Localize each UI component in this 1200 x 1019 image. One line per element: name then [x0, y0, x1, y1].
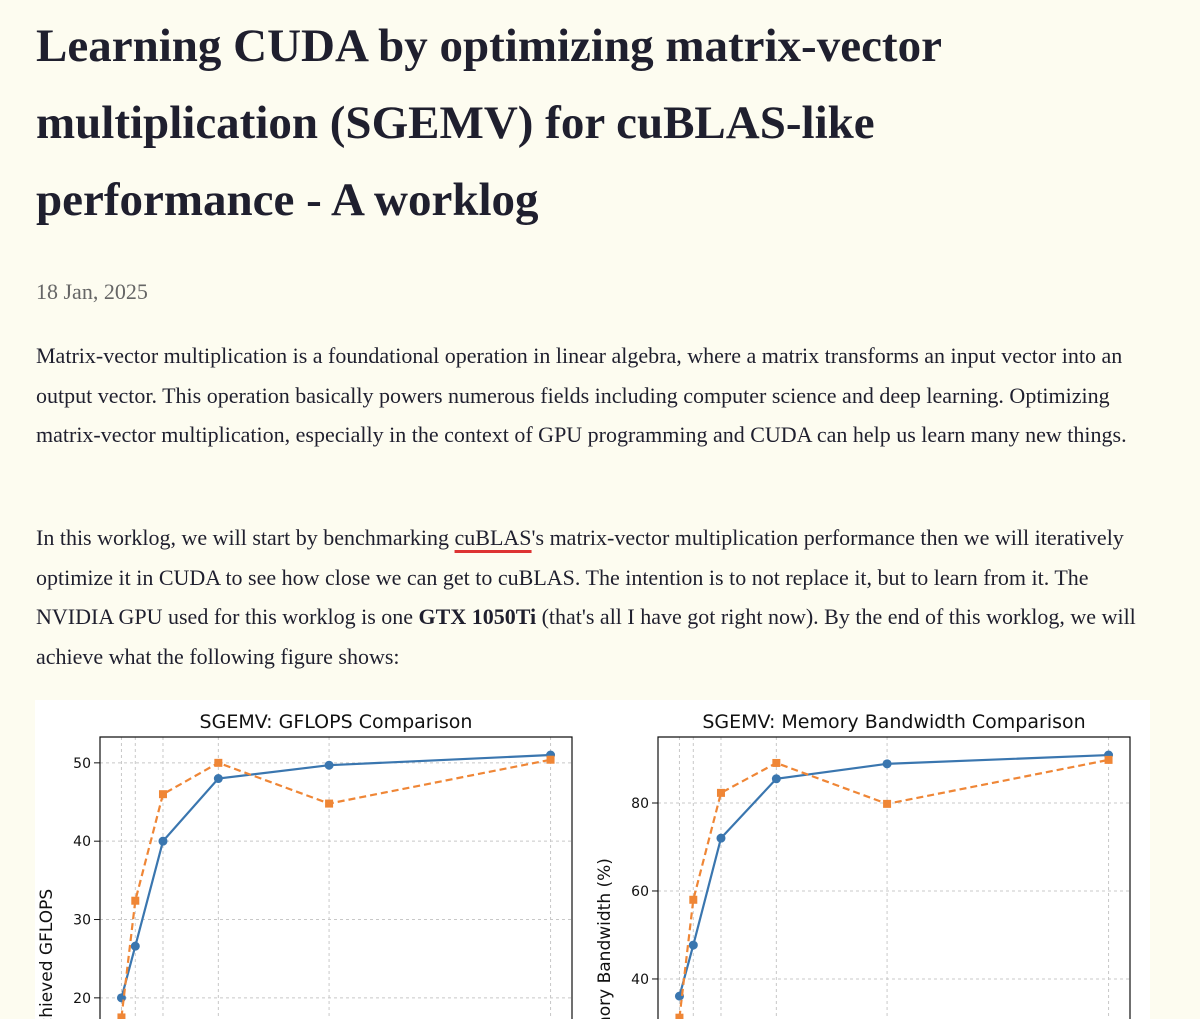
y-tick-label: 20	[73, 991, 91, 1007]
axes-frame	[657, 736, 1131, 1019]
paragraph: Matrix-vector multiplication is a founda…	[36, 336, 1151, 455]
series-line	[678, 753, 1109, 997]
marker	[117, 1013, 126, 1019]
article-title: Learning CUDA by optimizing matrix-vecto…	[36, 20, 942, 226]
marker	[688, 940, 698, 950]
marker	[771, 774, 781, 784]
text: In this worklog, we will start by benchm…	[36, 525, 455, 550]
marker	[716, 788, 725, 797]
y-tick-label: 50	[73, 756, 91, 772]
axes-frame	[99, 736, 573, 1019]
series-line	[120, 753, 551, 999]
marker	[158, 836, 168, 846]
figure	[35, 700, 1150, 1019]
chart-title: SGEMV: Memory Bandwidth Comparison	[702, 711, 1085, 733]
y-tick-label: 40	[631, 972, 649, 988]
marker	[130, 941, 140, 951]
marker	[716, 833, 726, 843]
marker	[772, 758, 781, 767]
link[interactable]: cuBLAS	[454, 525, 532, 550]
marker	[324, 760, 334, 770]
marker	[882, 759, 892, 769]
marker	[131, 896, 140, 905]
marker	[214, 758, 223, 767]
marker	[675, 1013, 684, 1019]
series-line	[120, 758, 551, 1018]
y-axis-label: chieved GFLOPS	[37, 889, 57, 1019]
y-axis-label: Memory Bandwidth (%)	[595, 858, 615, 1019]
y-tick-label: 40	[73, 834, 91, 850]
marker	[158, 790, 167, 799]
y-tick-label: 80	[631, 796, 649, 812]
marker	[213, 774, 223, 784]
marker	[689, 895, 698, 904]
marker	[325, 799, 334, 808]
marker	[883, 799, 892, 808]
y-tick-label: 60	[631, 884, 649, 900]
text: Matrix-vector multiplication is a founda…	[36, 343, 1127, 447]
text: 's matrix-vector multiplication performa…	[36, 525, 1124, 629]
post-date: 18 Jan, 2025	[36, 279, 148, 304]
marker	[1104, 755, 1113, 764]
marker	[546, 755, 555, 764]
charts: SGEMV: GFLOPS Comparison chieved GFLOPS 20…	[37, 711, 1131, 1019]
chart-title: SGEMV: GFLOPS Comparison	[200, 711, 473, 733]
y-tick-label: 30	[73, 913, 91, 929]
bold-text: GTX 1050Ti	[418, 604, 537, 629]
paragraph: In this worklog, we will start by benchm…	[36, 518, 1151, 676]
text: (that's all I have got right now). By th…	[36, 604, 1136, 669]
